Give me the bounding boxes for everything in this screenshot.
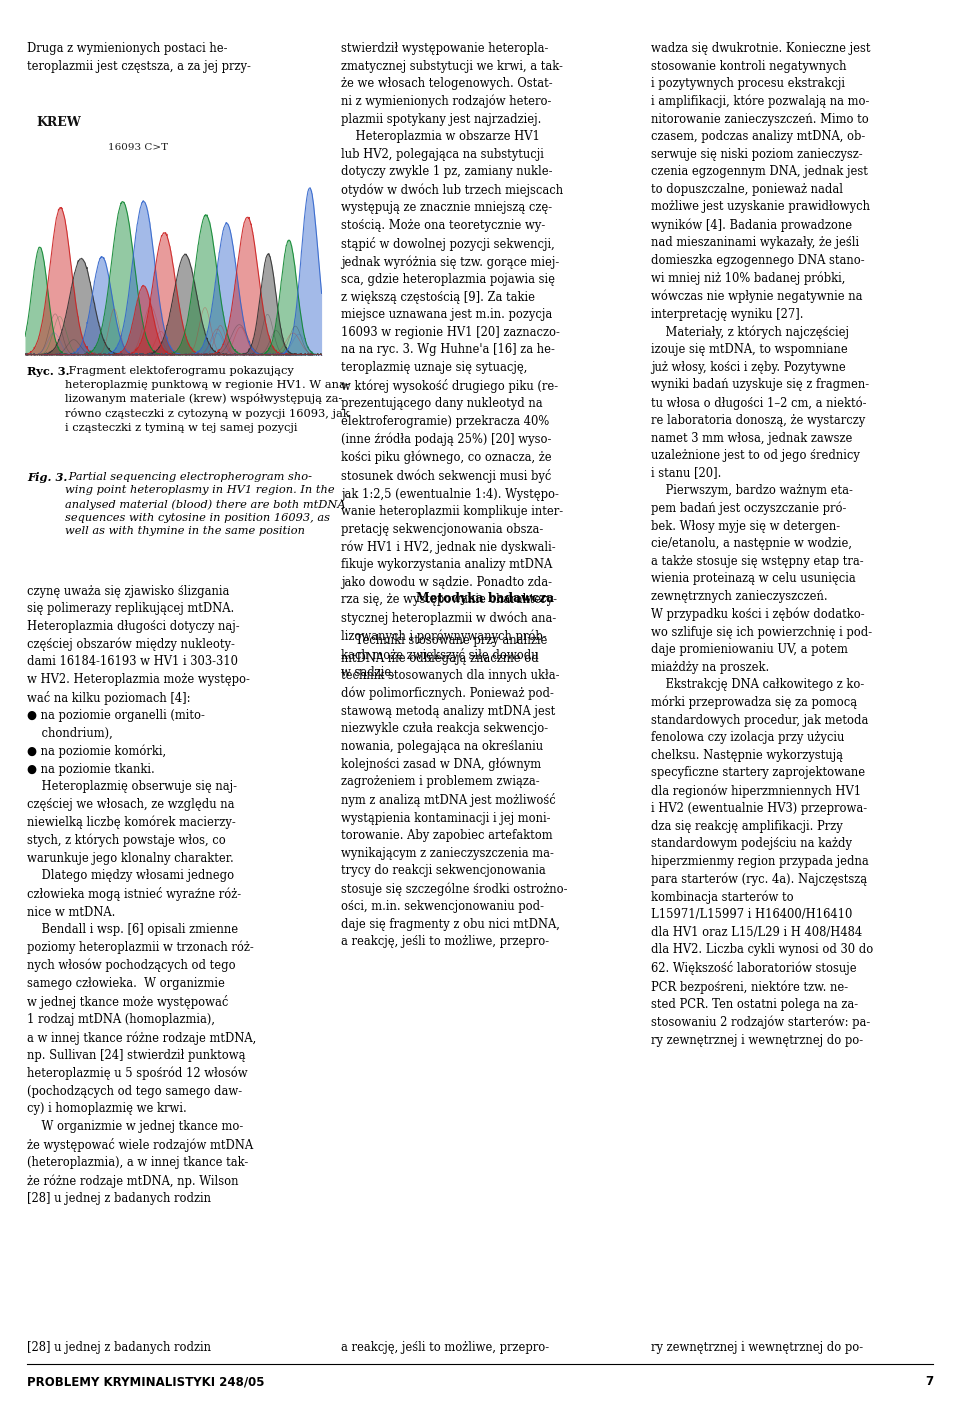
Text: Druga z wymienionych postaci he-
teroplazmii jest częstsza, a za jej przy-: Druga z wymienionych postaci he- teropla…	[27, 42, 251, 73]
Text: stwierdził występowanie heteropla-
zmatycznej substytucji we krwi, a tak-
że we : stwierdził występowanie heteropla- zmaty…	[341, 42, 563, 679]
Text: wadza się dwukrotnie. Konieczne jest
stosowanie kontroli negatywnych
i pozytywny: wadza się dwukrotnie. Konieczne jest sto…	[651, 42, 874, 1047]
Text: [28] u jednej z badanych rodzin: [28] u jednej z badanych rodzin	[27, 1341, 211, 1354]
Text: Metodyka badawcza: Metodyka badawcza	[416, 592, 554, 604]
Text: Fragment elektoferogramu pokazujący
heteroplazmię punktową w regionie HV1. W ana: Fragment elektoferogramu pokazujący hete…	[65, 366, 350, 433]
Text: Partial sequencing electropherogram sho-
wing point heteroplasmy in HV1 region. : Partial sequencing electropherogram sho-…	[65, 472, 346, 537]
Text: ry zewnętrznej i wewnętrznej do po-: ry zewnętrznej i wewnętrznej do po-	[651, 1341, 863, 1354]
Text: PROBLEMY KRYMINALISTYKI 248/05: PROBLEMY KRYMINALISTYKI 248/05	[27, 1375, 264, 1388]
Text: KREW: KREW	[36, 116, 82, 128]
Text: 7: 7	[925, 1375, 933, 1388]
Text: Techniki stosowane przy analizie
mtDNA nie odbiegają znacznie od
technik stosowa: Techniki stosowane przy analizie mtDNA n…	[341, 634, 567, 948]
Text: 16093 C>T: 16093 C>T	[108, 144, 168, 152]
Text: a reakcję, jeśli to możliwe, przepro-: a reakcję, jeśli to możliwe, przepro-	[341, 1341, 549, 1354]
Text: Ryc. 3.: Ryc. 3.	[27, 366, 69, 378]
Text: czynę uważa się zjawisko ślizgania
się polimerazy replikującej mtDNA.
Heteroplaz: czynę uważa się zjawisko ślizgania się p…	[27, 585, 256, 1205]
Text: Fig. 3.: Fig. 3.	[27, 472, 67, 483]
